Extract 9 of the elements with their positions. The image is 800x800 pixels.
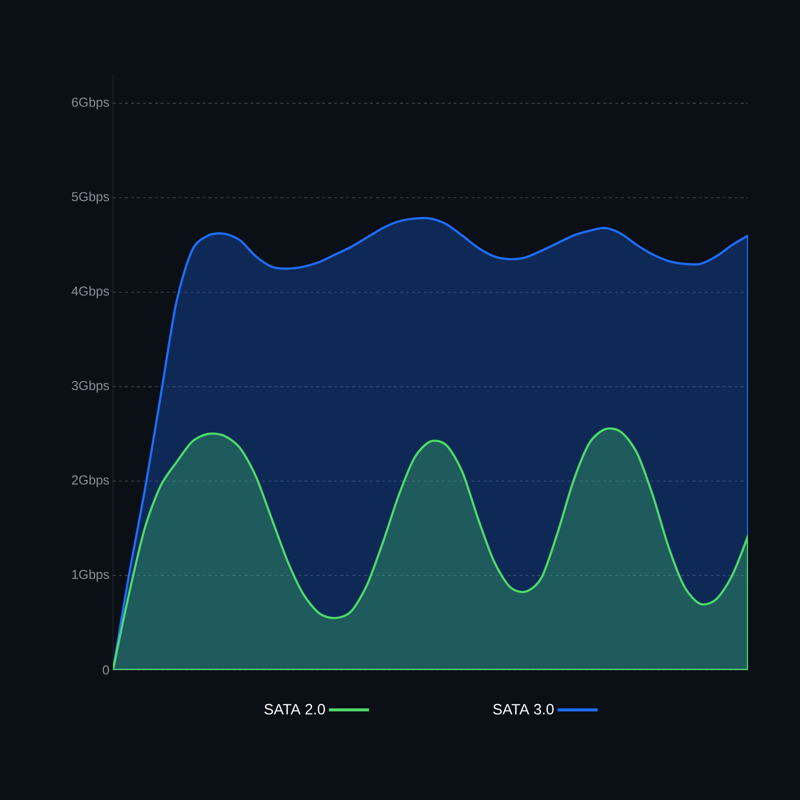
y-tick-label: 0 bbox=[102, 665, 109, 675]
y-tick-label: 4Gbps bbox=[72, 286, 110, 298]
y-tick-label: 1Gbps bbox=[72, 570, 110, 582]
y-tick-label: 5Gbps bbox=[72, 192, 110, 204]
legend-label: SATA 3.0 bbox=[493, 704, 554, 715]
y-tick-label: 6Gbps bbox=[72, 97, 110, 110]
legend-label: SATA 2.0 bbox=[264, 704, 325, 715]
y-tick-label: 2Gbps bbox=[72, 475, 110, 488]
y-tick-label: 3Gbps bbox=[72, 380, 110, 393]
